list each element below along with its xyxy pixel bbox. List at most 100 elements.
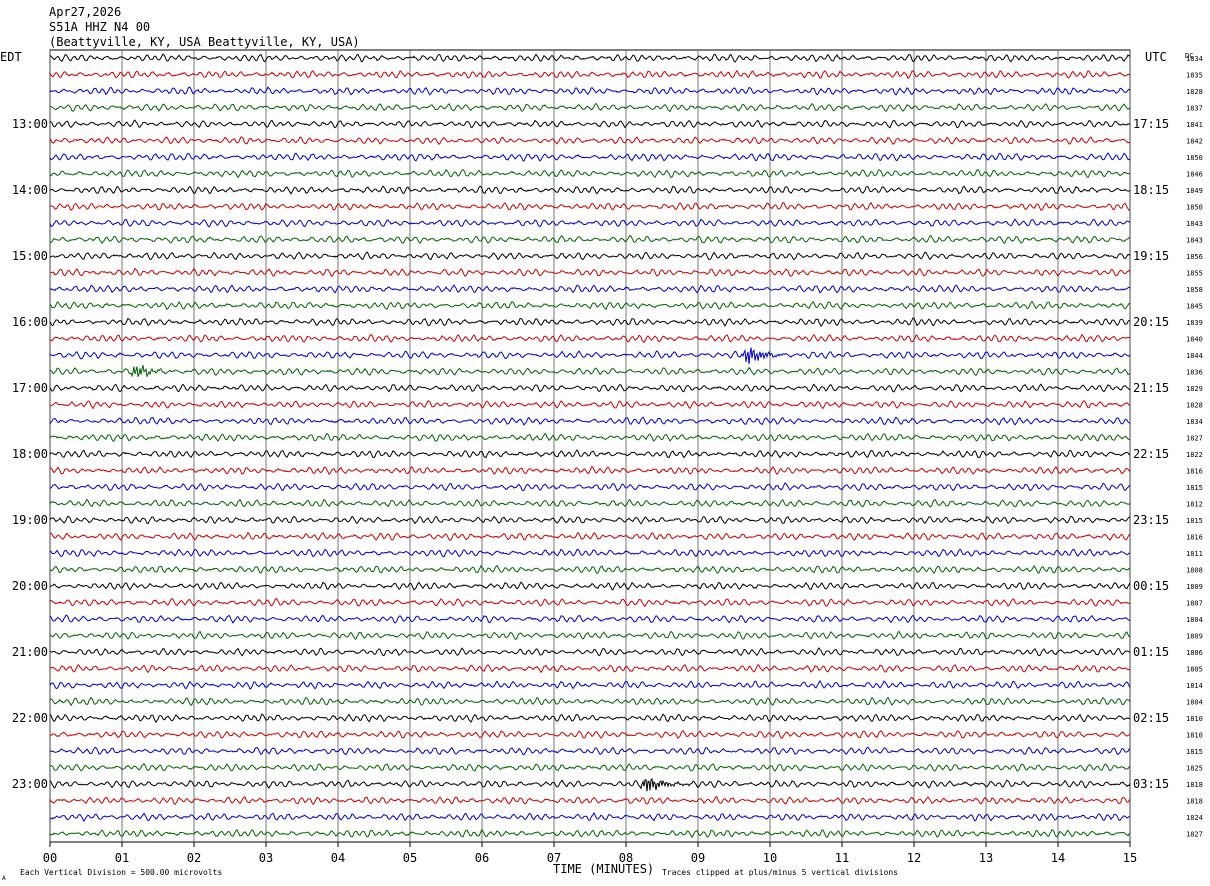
trace-dc-value: 1807 — [1186, 600, 1203, 608]
left-hour-label: 17:00 — [12, 381, 48, 395]
trace-dc-value: 1806 — [1186, 649, 1203, 657]
seismic-trace — [49, 383, 1131, 393]
seismic-trace — [49, 69, 1131, 80]
seismic-trace — [49, 251, 1131, 261]
plot-frame — [49, 49, 1131, 843]
trace-dc-value: 1842 — [1186, 138, 1203, 146]
x-tick-label: 06 — [475, 851, 489, 865]
right-hour-label: 18:15 — [1133, 183, 1169, 197]
trace-dc-value: 1808 — [1186, 567, 1203, 575]
left-hour-label: 20:00 — [12, 579, 48, 593]
x-axis-title: TIME (MINUTES) — [553, 862, 654, 876]
right-hour-label: 03:15 — [1133, 777, 1169, 791]
seismic-trace — [49, 102, 1131, 113]
trace-dc-value: 1809 — [1186, 583, 1203, 591]
seismic-trace — [49, 730, 1131, 739]
seismic-trace — [49, 185, 1131, 195]
seismic-trace — [49, 515, 1131, 525]
trace-dc-value: 1843 — [1186, 220, 1203, 228]
left-hour-label: 19:00 — [12, 513, 48, 527]
trace-dc-value: 1816 — [1186, 468, 1203, 476]
trace-dc-value: 1810 — [1186, 732, 1203, 740]
seismic-trace — [49, 498, 1131, 508]
trace-dc-value: 1855 — [1186, 270, 1203, 278]
x-tick-label: 03 — [259, 851, 273, 865]
trace-dc-value: 1812 — [1186, 501, 1203, 509]
right-hour-label: 20:15 — [1133, 315, 1169, 329]
left-hour-label: 22:00 — [12, 711, 48, 725]
trace-dc-value: 1809 — [1186, 633, 1203, 641]
corner-mark: A — [2, 875, 6, 882]
seismic-trace — [49, 416, 1131, 426]
seismic-trace — [49, 811, 1131, 822]
left-hour-label: 16:00 — [12, 315, 48, 329]
seismic-trace — [49, 347, 1131, 365]
right-hour-label: 22:15 — [1133, 447, 1169, 461]
trace-dc-value: 1846 — [1186, 171, 1203, 179]
seismic-trace — [49, 713, 1131, 724]
trace-dc-value: 1815 — [1186, 517, 1203, 525]
seismic-trace — [49, 152, 1131, 162]
trace-dc-value: 1811 — [1186, 550, 1203, 558]
trace-dc-value: 1841 — [1186, 121, 1203, 129]
x-tick-label: 07 — [547, 851, 561, 865]
trace-dc-value: 1837 — [1186, 105, 1203, 113]
x-tick-label: 13 — [979, 851, 993, 865]
trace-dc-value: 1818 — [1186, 798, 1203, 806]
trace-dc-value: 1814 — [1186, 682, 1203, 690]
scale-note: Each Vertical Division = 500.00 microvol… — [20, 868, 222, 877]
seismic-trace — [49, 449, 1131, 459]
trace-dc-value: 1858 — [1186, 286, 1203, 294]
left-hour-label: 21:00 — [12, 645, 48, 659]
trace-dc-value: 1850 — [1186, 154, 1203, 162]
trace-dc-value: 1818 — [1186, 781, 1203, 789]
trace-dc-value: 1804 — [1186, 616, 1203, 624]
trace-dc-value: 1827 — [1186, 435, 1203, 443]
seismic-trace — [49, 597, 1131, 607]
seismic-trace — [49, 795, 1131, 806]
seismic-trace — [49, 168, 1131, 179]
right-hour-label: 00:15 — [1133, 579, 1169, 593]
seismic-trace — [49, 317, 1131, 327]
seismic-trace — [49, 465, 1131, 475]
plot-date: Apr27,2026 — [49, 5, 122, 19]
trace-dc-value: 1835 — [1186, 72, 1203, 80]
seismic-trace — [49, 828, 1131, 839]
x-tick-label: 04 — [331, 851, 345, 865]
trace-dc-value: 1825 — [1186, 765, 1203, 773]
x-tick-label: 14 — [1051, 851, 1065, 865]
right-hour-label: 19:15 — [1133, 249, 1169, 263]
left-hour-label: 15:00 — [12, 249, 48, 263]
seismic-trace — [49, 680, 1131, 690]
trace-dc-value: 1840 — [1186, 336, 1203, 344]
x-tick-label: 00 — [43, 851, 57, 865]
x-tick-label: 08 — [619, 851, 633, 865]
trace-dc-value: 1827 — [1186, 831, 1203, 839]
seismic-traces — [49, 53, 1131, 839]
seismic-trace — [49, 218, 1131, 228]
left-hour-label: 14:00 — [12, 183, 48, 197]
seismic-trace — [49, 234, 1131, 245]
seismic-trace — [49, 664, 1131, 674]
left-hour-label: 18:00 — [12, 447, 48, 461]
x-tick-label: 10 — [763, 851, 777, 865]
left-hour-label: 23:00 — [12, 777, 48, 791]
seismic-trace — [49, 630, 1131, 640]
right-hour-label: 23:15 — [1133, 513, 1169, 527]
seismic-trace — [49, 762, 1131, 772]
trace-dc-value: 1850 — [1186, 204, 1203, 212]
left-hour-label: 13:00 — [12, 117, 48, 131]
seismic-trace — [50, 746, 1131, 756]
x-tick-label: 01 — [115, 851, 129, 865]
trace-dc-value: 1839 — [1186, 319, 1203, 327]
right-hour-label: 02:15 — [1133, 711, 1169, 725]
axis-labels: 00 01 02 03 04 05 06 07 08 09 10 11 12 13 14 15 13:00 14:… — [12, 55, 1203, 865]
x-tick-label: 02 — [187, 851, 201, 865]
seismic-trace — [49, 432, 1131, 442]
station-location: (Beattyville, KY, USA Beattyville, KY, U… — [49, 35, 360, 49]
trace-dc-value: 1844 — [1186, 352, 1203, 360]
trace-dc-value: 1822 — [1186, 451, 1203, 459]
seismic-trace — [49, 333, 1131, 344]
trace-dc-value: 1810 — [1186, 715, 1203, 723]
